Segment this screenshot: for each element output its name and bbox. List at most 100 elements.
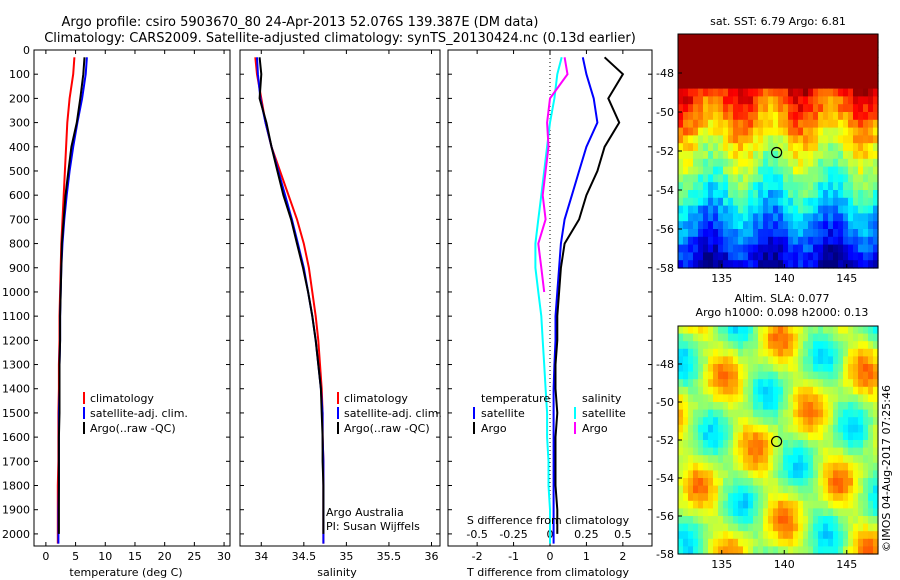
map-cell	[818, 371, 824, 380]
map-cell	[818, 531, 824, 540]
map-cell	[868, 205, 874, 214]
map-cell	[678, 151, 684, 160]
map-cell	[768, 523, 774, 532]
map-cell	[838, 356, 844, 365]
map-cell	[718, 143, 724, 152]
map-cell	[723, 523, 729, 532]
map-cell	[813, 252, 819, 261]
map-cell	[833, 546, 839, 555]
map-cell	[678, 221, 684, 230]
map-cell	[858, 516, 864, 525]
map-cell	[678, 326, 684, 335]
map-cell	[788, 190, 794, 199]
map-cell	[773, 326, 779, 335]
map-cell	[803, 409, 809, 418]
map-cell	[678, 386, 684, 395]
map-cell	[683, 538, 689, 547]
map-cell	[693, 531, 699, 540]
map-cell	[773, 447, 779, 456]
map-cell	[808, 127, 814, 136]
map-cell	[838, 73, 844, 82]
map-cell	[733, 213, 739, 222]
map-cell	[728, 182, 734, 191]
map-cell	[833, 394, 839, 403]
map-cell	[778, 135, 784, 144]
map-cell	[688, 221, 694, 230]
map-cell	[743, 205, 749, 214]
map-cell	[793, 394, 799, 403]
map-cell	[678, 341, 684, 350]
map-cell	[823, 182, 829, 191]
map-cell	[788, 462, 794, 471]
map-cell	[718, 213, 724, 222]
map-cell	[833, 197, 839, 207]
map-cell	[683, 531, 689, 540]
map-cell	[733, 462, 739, 471]
map-cell	[833, 455, 839, 464]
map-cell	[753, 470, 759, 479]
map-cell	[843, 151, 849, 160]
map-cell	[683, 112, 689, 121]
map-cell	[733, 379, 739, 388]
map-cell	[843, 333, 849, 342]
map-cell	[848, 213, 854, 222]
map-cell	[828, 500, 834, 509]
map-cell	[788, 104, 794, 113]
map-cell	[783, 221, 789, 230]
map-cell	[768, 260, 774, 269]
map-cell	[678, 236, 684, 246]
map-cell	[793, 221, 799, 230]
map-cell	[683, 252, 689, 261]
map-cell	[843, 432, 849, 441]
map-cell	[688, 127, 694, 136]
map-cell	[838, 96, 844, 105]
map-cell	[763, 104, 769, 113]
map-cell	[793, 516, 799, 525]
map-cell	[683, 80, 689, 90]
map-cell	[708, 478, 714, 487]
map-cell	[828, 508, 834, 517]
map-cell	[743, 478, 749, 487]
map-cell	[713, 221, 719, 230]
map-cell	[703, 182, 709, 191]
map-cell	[773, 119, 779, 129]
map-cell	[798, 432, 804, 441]
map-cell	[813, 112, 819, 121]
map-cell	[813, 213, 819, 222]
map-cell	[838, 41, 844, 51]
map-cell	[843, 229, 849, 238]
map-cell	[873, 386, 879, 395]
map-cell	[798, 493, 804, 502]
map-cell	[713, 523, 719, 532]
x2-tick-label: -0.5	[466, 528, 487, 541]
map-cell	[813, 174, 819, 183]
map-cell	[758, 424, 764, 433]
map-cell	[788, 166, 794, 175]
map-cell	[778, 371, 784, 380]
map-cell	[833, 462, 839, 471]
map-cell	[738, 364, 744, 373]
map-cell	[753, 538, 759, 547]
map-x-tick-label: 135	[711, 272, 732, 285]
map-cell	[723, 221, 729, 230]
map-cell	[733, 531, 739, 540]
map-cell	[748, 424, 754, 433]
map-cell	[833, 538, 839, 547]
map-cell	[873, 229, 879, 238]
map-cell	[708, 341, 714, 350]
map-cell	[828, 166, 834, 175]
map-cell	[853, 371, 859, 380]
map-cell	[803, 34, 809, 43]
map-cell	[738, 432, 744, 441]
map-cell	[813, 57, 819, 66]
map-cell	[838, 80, 844, 90]
map-cell	[808, 174, 814, 183]
map-cell	[818, 508, 824, 517]
map-cell	[873, 417, 879, 426]
map-cell	[733, 455, 739, 464]
map-cell	[708, 205, 714, 214]
map-cell	[683, 493, 689, 502]
map-cell	[738, 356, 744, 365]
map-cell	[848, 112, 854, 121]
map-cell	[718, 252, 724, 261]
